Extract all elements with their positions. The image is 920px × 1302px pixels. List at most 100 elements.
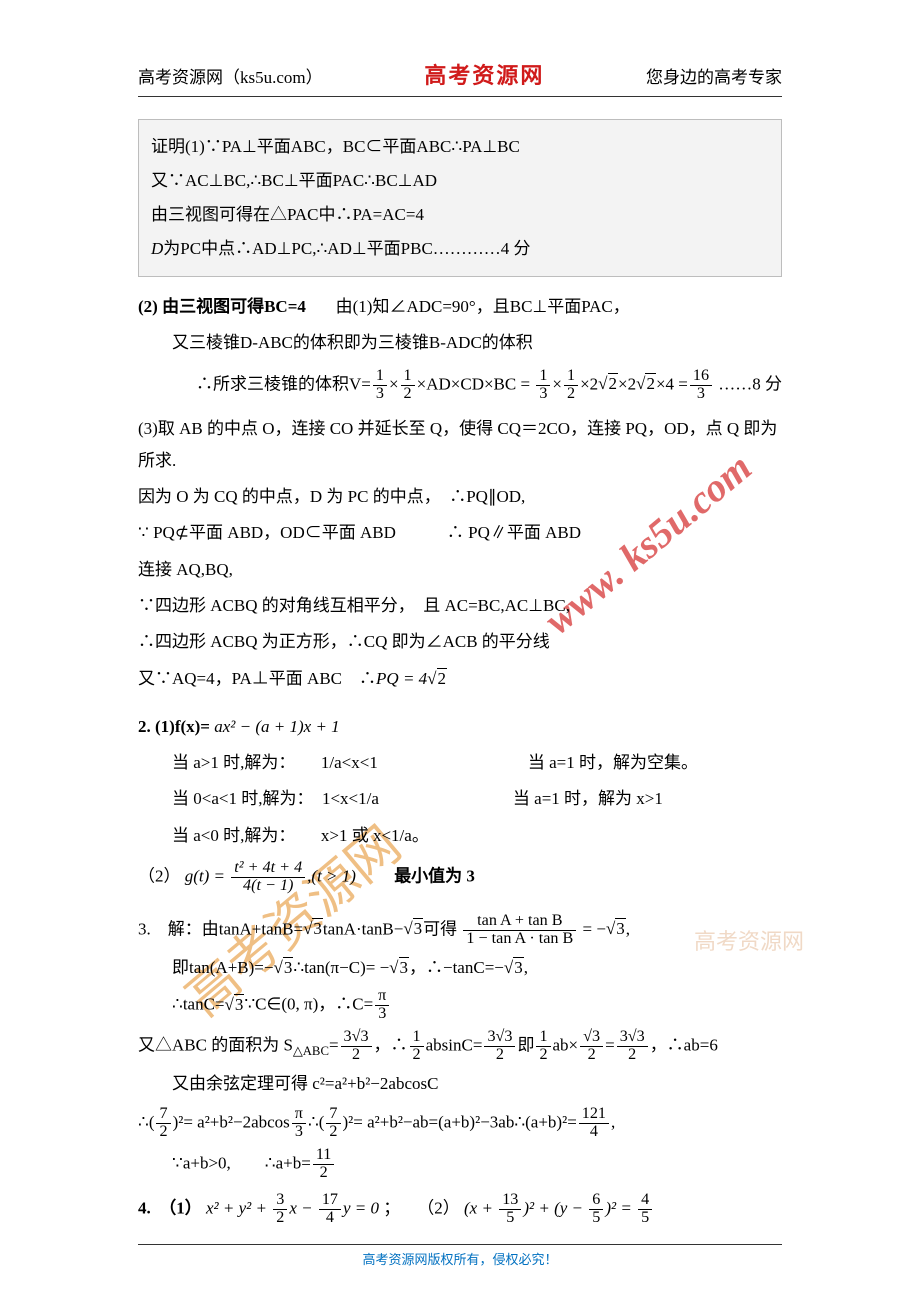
p2-head-b: 由(1)知∠ADC=90°，且BC⊥平面PAC， (336, 297, 630, 316)
sqrt3-a: 3 (303, 913, 323, 945)
p3-l1: (3)取 AB 的中点 O，连接 CO 并延长至 Q，使得 CQ＝2CO，连接 … (138, 413, 782, 478)
q3-area-a: 又△ABC 的面积为 S (138, 1035, 293, 1054)
q3-l1a: 3. 解：由tanA+tanB= (138, 919, 303, 938)
p2-head-a: (2) 由三视图可得BC=4 (138, 297, 306, 316)
frac-121-4: 1214 (579, 1106, 609, 1141)
q3-l3b: ∵C∈(0, π)，∴C= (244, 995, 373, 1014)
page-header: 高考资源网（ks5u.com） 高考资源网 您身边的高考专家 (138, 58, 782, 97)
q2-r1a: 当 a>1 时,解为： 1/a<x<1 (172, 747, 378, 779)
q3-l3: ∴tanC=3∵C∈(0, π)，∴C=π3 (138, 988, 782, 1023)
frac-17-4: 174 (319, 1192, 341, 1227)
frac-s3-a: 3√32 (341, 1029, 372, 1064)
q3-area-c: ，∴ (374, 1035, 408, 1054)
frac-1-3-a: 13 (373, 368, 387, 403)
q2-r2a: 当 0<a<1 时,解为： 1<x<1/a (172, 783, 379, 815)
q3-sq-a: ∴( (138, 1113, 154, 1132)
frac-1-2-d: 12 (536, 1029, 550, 1064)
q3-sq-e: , (611, 1113, 615, 1132)
q3-cos: 又由余弦定理可得 c²=a²+b²−2abcosC (138, 1068, 782, 1100)
q3-l1-end: , (626, 919, 630, 938)
sqrt3-g: 3 (225, 989, 245, 1021)
proof-line-2: 又∵AC⊥BC,∴BC⊥平面PAC∴BC⊥AD (151, 164, 769, 198)
vol-mid: ×AD×CD×BC = (417, 374, 530, 393)
frac-13-5: 135 (499, 1192, 521, 1227)
q3-area-b: = (329, 1035, 339, 1054)
q2-head: 2. (1)f(x)= ax² − (a + 1)x + 1 (138, 711, 782, 743)
p2-volume: ∴所求三棱锥的体积V=13×12×AD×CD×BC = 13×12×22×22×… (138, 368, 782, 403)
p3-l4: 连接 AQ,BQ, (138, 554, 782, 586)
q3-sq-c: ∴( (308, 1113, 324, 1132)
frac-3-2: 32 (273, 1192, 287, 1227)
sqrt3-f: 3 (504, 952, 524, 984)
q3-area-h: ，∴ab=6 (650, 1035, 718, 1054)
q3-l1c: 可得 (423, 919, 457, 938)
frac-s3-c: 3√32 (617, 1029, 648, 1064)
frac-11-2: 112 (313, 1147, 335, 1182)
q4-eq1b: x − (289, 1198, 317, 1217)
header-center: 高考资源网 (424, 58, 544, 90)
q3-l1-frac: tan A + tan B1 − tan A · tan B (463, 913, 576, 948)
q3-area-g: = (605, 1035, 615, 1054)
q2-g-fn: g(t) = (185, 866, 225, 885)
q3-sq-b: )²= a²+b²−2abcos (173, 1113, 290, 1132)
proof-d-italic: D (151, 239, 163, 258)
page-body: 高考资源网（ks5u.com） 高考资源网 您身边的高考专家 证明(1)∵PA⊥… (138, 58, 782, 1258)
frac-6-5: 65 (589, 1192, 603, 1227)
vol-eq2: ×2 (580, 374, 598, 393)
q2-row3: 当 a<0 时,解为： x>1 或 x<1/a。 (138, 820, 782, 852)
q2-g-frac: t² + 4t + 44(t − 1) (231, 860, 305, 895)
p3-l5: ∵四边形 ACBQ 的对角线互相平分， 且 AC=BC,AC⊥BC, (138, 590, 782, 622)
sqrt3-e: 3 (389, 952, 409, 984)
vol-eq3: ×2 (618, 374, 636, 393)
sqrt-2-b: 2 (636, 368, 656, 400)
vol-eq4: ×4 = (656, 374, 688, 393)
p2-line1: (2) 由三视图可得BC=4 由(1)知∠ADC=90°，且BC⊥平面PAC， (138, 291, 782, 323)
q3-l2d: , (524, 958, 528, 977)
frac-4-5: 45 (638, 1192, 652, 1227)
frac-1-2-a: 12 (401, 368, 415, 403)
q3-l1b: tanA·tanB− (323, 919, 403, 938)
q3-sq-d: )²= a²+b²−ab=(a+b)²−3ab∴(a+b)²= (343, 1113, 577, 1132)
q3-l2a: 即tan(A+B)=− (172, 958, 273, 977)
page-footer: 高考资源网版权所有，侵权必究！ (138, 1244, 782, 1268)
q3-l1-rhs: = − (583, 919, 606, 938)
proof-line-4-rest: 为PC中点∴AD⊥PC,∴AD⊥平面PBC…………4 分 (163, 239, 530, 258)
p3-l3: ∵ PQ⊄平面 ABD，OD⊂平面 ABD ∴ PQ∥平面 ABD (138, 517, 782, 549)
q4-eq1a: x² + y² + (206, 1198, 271, 1217)
frac-pi3-b: π3 (292, 1106, 306, 1141)
q3-ab: ∵a+b>0, ∴a+b=112 (138, 1147, 782, 1182)
q3-area-d: absinC= (426, 1035, 483, 1054)
frac-1-3-b: 13 (536, 368, 550, 403)
frac-1-2-b: 12 (564, 368, 578, 403)
p3-l6: ∴四边形 ACBQ 为正方形，∴CQ 即为∠ACB 的平分线 (138, 626, 782, 658)
frac-7-2-a: 72 (156, 1106, 170, 1141)
q2-g-label: （2） (138, 866, 181, 885)
sqrt3-b: 3 (403, 913, 423, 945)
proof-line-4: D为PC中点∴AD⊥PC,∴AD⊥平面PBC…………4 分 (151, 232, 769, 266)
frac-pi3-a: π3 (375, 988, 389, 1023)
proof-box: 证明(1)∵PA⊥平面ABC，BC⊂平面ABC∴PA⊥BC 又∵AC⊥BC,∴B… (138, 119, 782, 277)
sqrt-2-a: 2 (598, 368, 618, 400)
q4-eq2c: )² = (605, 1198, 636, 1217)
q3-l2b: ∴tan(π−C)= − (293, 958, 389, 977)
q2-row2: 当 0<a<1 时,解为： 1<x<1/a 当 a=1 时，解为 x>1 (138, 783, 782, 815)
proof-line-1: 证明(1)∵PA⊥平面ABC，BC⊂平面ABC∴PA⊥BC (151, 130, 769, 164)
q3-area-e: 即 (517, 1035, 534, 1054)
q4-line: 4. （1） x² + y² + 32x − 174y = 0 ； （2） (x… (138, 1192, 782, 1227)
q2-head-a: 2. (1)f(x)= (138, 717, 210, 736)
header-left: 高考资源网（ks5u.com） (138, 63, 323, 88)
p3-l2: 因为 O 为 CQ 的中点，D 为 PC 的中点， ∴PQ∥OD, (138, 481, 782, 513)
frac-s3-b: 3√32 (484, 1029, 515, 1064)
frac-7-2-b: 72 (326, 1106, 340, 1141)
q3-l3a: ∴tanC= (172, 995, 225, 1014)
sqrt3-c: 3 (606, 913, 626, 945)
p3-l7a: 又∵AQ=4，PA⊥平面 ABC ∴ (138, 669, 376, 688)
q3-area-f: ab× (553, 1035, 579, 1054)
q2-r1b: 当 a=1 时，解为空集。 (528, 747, 698, 779)
q2-head-b: ax² − (a + 1)x + 1 (214, 717, 339, 736)
frac-1-2-c: 12 (410, 1029, 424, 1064)
proof-line-3: 由三视图可得在△PAC中∴PA=AC=4 (151, 198, 769, 232)
q3-ab-a: ∵a+b>0, ∴a+b= (172, 1154, 311, 1173)
sqrt3-d: 3 (273, 952, 293, 984)
q3-l2: 即tan(A+B)=−3∴tan(π−C)= −3，∴−tanC=−3, (138, 952, 782, 984)
